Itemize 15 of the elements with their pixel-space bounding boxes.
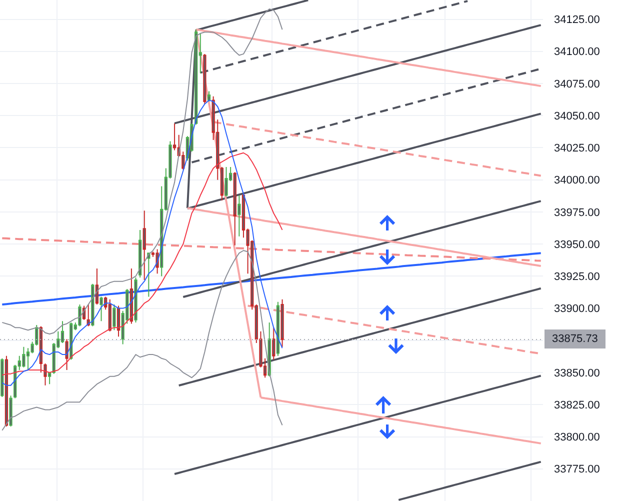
y-tick-label: 33950.00 (554, 238, 600, 251)
ref-line-label: 33875.73 (552, 333, 598, 345)
y-tick-label: 34075.00 (554, 78, 600, 90)
y-tick-label: 34025.00 (554, 142, 600, 155)
y-tick-label: 34000.00 (554, 174, 600, 187)
y-tick-label: 34125.00 (554, 14, 600, 26)
y-tick-label: 33825.00 (554, 400, 600, 412)
y-tick-label: 33900.00 (554, 303, 600, 316)
y-tick-label: 33775.00 (554, 464, 600, 476)
y-tick-label: 33925.00 (554, 271, 600, 284)
y-tick-label: 34100.00 (554, 46, 600, 58)
y-tick-label: 33850.00 (554, 367, 600, 380)
y-tick-label: 33975.00 (554, 206, 600, 219)
y-tick-label: 34050.00 (554, 110, 600, 122)
y-tick-label: 33800.00 (554, 432, 600, 444)
